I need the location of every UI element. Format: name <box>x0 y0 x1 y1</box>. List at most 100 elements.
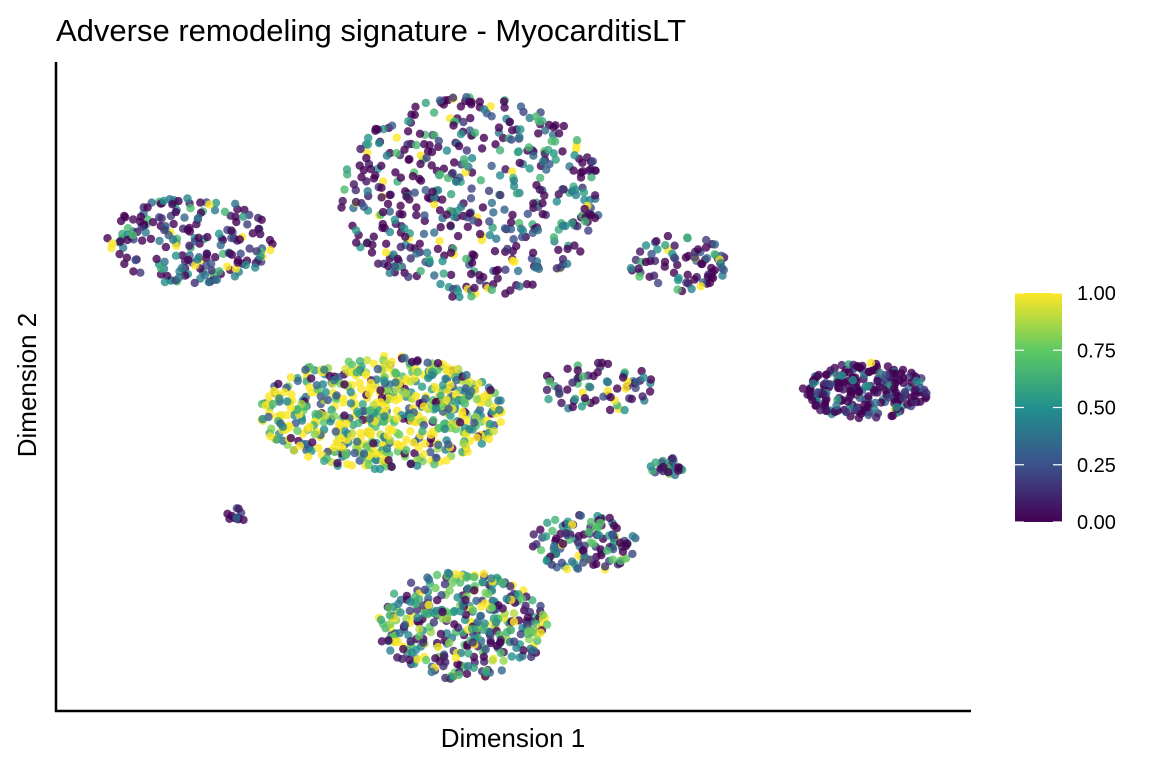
data-point <box>207 266 216 275</box>
data-point <box>449 121 458 130</box>
data-point <box>436 391 445 401</box>
data-point <box>376 386 385 395</box>
data-point <box>356 428 365 438</box>
data-point <box>362 238 372 248</box>
data-point <box>454 670 464 679</box>
data-point <box>376 398 385 407</box>
data-point <box>587 210 596 220</box>
data-point <box>534 264 544 274</box>
data-point <box>435 236 444 246</box>
data-point <box>899 378 908 388</box>
data-point <box>580 204 589 214</box>
data-point <box>533 636 542 645</box>
data-point <box>557 398 566 408</box>
data-point <box>634 264 643 273</box>
data-point <box>395 209 404 219</box>
data-point <box>477 144 487 153</box>
data-point <box>441 374 450 383</box>
data-point <box>280 388 289 397</box>
data-point <box>866 358 876 367</box>
data-point <box>563 244 572 254</box>
data-point <box>320 456 329 466</box>
data-point <box>435 96 445 105</box>
data-point <box>468 638 477 647</box>
data-point <box>674 273 683 283</box>
data-point <box>626 264 636 273</box>
data-point <box>875 383 884 392</box>
data-point <box>912 376 921 386</box>
cluster-top-right-tail <box>626 231 729 296</box>
data-point <box>425 257 434 266</box>
data-point <box>453 593 462 602</box>
data-point <box>635 272 644 281</box>
data-point <box>485 217 494 226</box>
data-point <box>175 273 184 282</box>
data-point <box>440 652 449 661</box>
data-point <box>225 249 234 258</box>
data-point <box>431 383 440 392</box>
data-point <box>872 413 881 422</box>
data-point <box>486 102 495 111</box>
data-point <box>169 219 178 229</box>
data-point <box>354 418 363 428</box>
data-point <box>323 395 333 405</box>
data-point <box>580 217 590 226</box>
data-point <box>517 232 527 242</box>
data-point <box>241 260 250 270</box>
data-point <box>123 224 133 233</box>
data-point <box>505 117 514 127</box>
data-point <box>446 221 455 230</box>
data-point <box>628 532 637 541</box>
data-point <box>223 262 232 271</box>
data-point <box>468 605 478 615</box>
data-point <box>479 133 489 143</box>
data-point <box>606 393 615 402</box>
data-point <box>475 229 485 239</box>
data-point <box>293 426 302 435</box>
data-point <box>690 253 699 262</box>
data-point <box>387 121 397 130</box>
data-point <box>551 155 560 164</box>
data-point <box>318 380 328 389</box>
data-point <box>346 399 356 408</box>
data-point <box>568 378 577 387</box>
data-point <box>401 389 411 398</box>
data-point <box>683 233 692 242</box>
data-point <box>268 399 278 409</box>
data-point <box>404 272 413 282</box>
data-point <box>489 208 498 217</box>
data-point <box>510 637 519 646</box>
data-point <box>558 147 567 156</box>
data-point <box>467 154 477 163</box>
data-point <box>414 595 424 604</box>
data-point <box>549 233 559 242</box>
data-point <box>487 112 496 121</box>
data-point <box>653 245 662 254</box>
data-point <box>873 376 882 386</box>
data-point <box>552 197 561 206</box>
data-point <box>472 433 481 442</box>
data-point <box>419 229 429 239</box>
data-point <box>381 248 391 257</box>
data-point <box>563 385 572 394</box>
data-point <box>395 628 404 638</box>
data-point <box>605 405 615 415</box>
data-point <box>373 364 382 374</box>
data-point <box>374 259 383 268</box>
data-point <box>406 578 416 587</box>
data-point <box>808 379 818 388</box>
data-point <box>543 518 552 527</box>
data-point <box>922 389 931 398</box>
data-point <box>267 424 276 433</box>
data-point <box>436 223 445 232</box>
data-point <box>376 615 386 624</box>
data-point <box>343 460 352 469</box>
data-point <box>465 209 474 218</box>
data-point <box>493 265 503 275</box>
data-point <box>423 358 432 367</box>
data-point <box>426 430 435 439</box>
data-point <box>652 237 661 246</box>
data-point <box>871 398 880 407</box>
data-point <box>513 266 523 276</box>
data-point <box>440 424 449 434</box>
